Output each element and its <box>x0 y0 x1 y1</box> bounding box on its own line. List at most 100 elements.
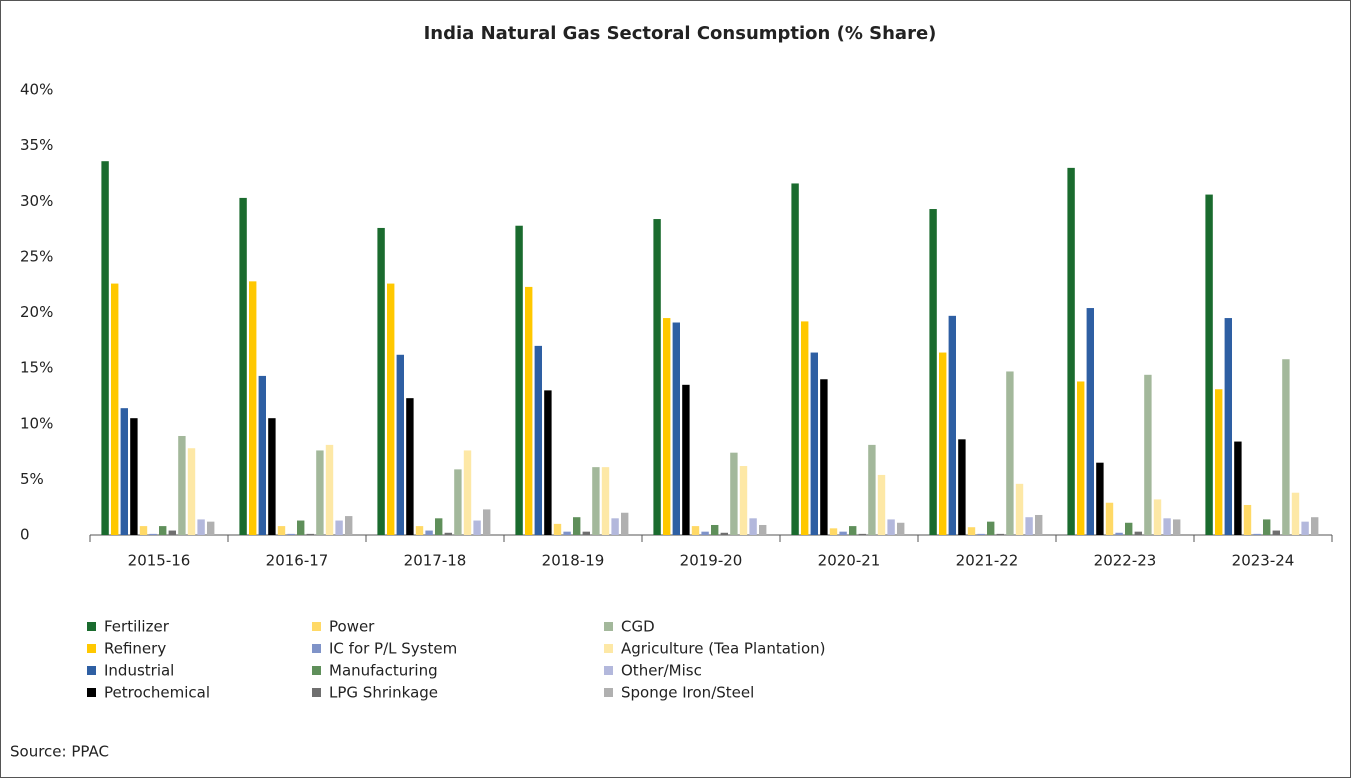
bar <box>1173 519 1181 535</box>
bar <box>573 517 581 535</box>
bar <box>749 518 757 535</box>
bar <box>1234 441 1242 535</box>
y-tick-label: 10% <box>20 414 53 432</box>
y-tick-label: 15% <box>20 359 53 377</box>
y-tick-label: 0 <box>20 526 30 544</box>
bar <box>544 390 552 535</box>
bar <box>178 435 186 535</box>
bar <box>325 444 334 535</box>
bar <box>1311 517 1319 535</box>
bar <box>1243 504 1252 535</box>
legend-swatch <box>604 644 613 653</box>
bar <box>977 533 985 535</box>
bar <box>306 533 314 535</box>
x-tick-label: 2022-23 <box>1094 552 1157 570</box>
bar <box>996 533 1004 535</box>
bar <box>1163 518 1171 535</box>
bar <box>653 219 661 536</box>
legend-label: Sponge Iron/Steel <box>621 684 754 702</box>
bar <box>396 354 404 535</box>
bar <box>1077 381 1085 535</box>
bar <box>682 384 690 535</box>
x-tick-label: 2019-20 <box>680 552 743 570</box>
bar <box>929 209 937 535</box>
bar <box>149 533 157 535</box>
y-tick-label: 35% <box>20 136 53 154</box>
x-tick-label: 2023-24 <box>1232 552 1295 570</box>
bar <box>287 533 295 535</box>
bar <box>316 450 324 535</box>
bar <box>967 527 976 535</box>
bar <box>1035 514 1043 535</box>
bar <box>948 315 956 535</box>
bar <box>268 418 276 535</box>
bar <box>958 439 966 535</box>
bar <box>168 530 176 535</box>
bar <box>1253 533 1261 535</box>
bar <box>801 321 809 535</box>
bar <box>1224 318 1232 535</box>
bar <box>415 526 424 535</box>
bar <box>711 524 719 535</box>
bar <box>1205 194 1213 535</box>
legend-swatch <box>87 644 96 653</box>
bar <box>582 531 590 535</box>
bar <box>130 418 138 535</box>
bar <box>1006 371 1014 535</box>
legend-label: Fertilizer <box>104 618 170 636</box>
bar <box>601 467 610 535</box>
bar <box>463 450 472 535</box>
bar <box>1263 519 1271 535</box>
bar <box>553 523 562 535</box>
bar <box>207 521 215 535</box>
bar <box>849 526 857 535</box>
bar <box>1086 308 1094 535</box>
legend-label: Agriculture (Tea Plantation) <box>621 640 826 658</box>
bar <box>444 532 452 535</box>
legend-label: Industrial <box>104 662 174 680</box>
bar <box>335 520 343 535</box>
bar <box>1301 521 1309 535</box>
bar <box>858 533 866 535</box>
bar <box>345 516 353 535</box>
bar <box>1291 492 1300 535</box>
bar <box>829 528 838 535</box>
bar <box>839 531 847 535</box>
y-tick-label: 40% <box>20 81 53 99</box>
bar <box>1282 359 1290 535</box>
legend-label: IC for P/L System <box>329 640 457 658</box>
bar <box>483 509 491 535</box>
bar <box>111 283 119 535</box>
bar <box>1125 522 1133 535</box>
bar <box>563 531 571 535</box>
bar <box>592 467 600 535</box>
legend-swatch <box>604 688 613 697</box>
bar <box>258 375 266 535</box>
legend-label: LPG Shrinkage <box>329 684 438 702</box>
y-tick-label: 20% <box>20 303 53 321</box>
legend-swatch <box>604 622 613 631</box>
legend-label: Manufacturing <box>329 662 438 680</box>
chart-title: India Natural Gas Sectoral Consumption (… <box>424 23 937 44</box>
legend-label: CGD <box>621 618 655 636</box>
bar <box>897 522 905 535</box>
bar <box>120 408 128 535</box>
bar <box>1134 531 1142 535</box>
bar <box>515 225 523 535</box>
bar <box>739 466 748 535</box>
bar <box>791 183 799 535</box>
legend-swatch <box>87 666 96 675</box>
bar <box>868 444 876 535</box>
legend-label: Refinery <box>104 640 166 658</box>
bar <box>877 474 886 535</box>
legend-swatch <box>87 688 96 697</box>
legend-swatch <box>312 644 321 653</box>
bar <box>387 283 395 535</box>
bar <box>1067 167 1075 535</box>
bar <box>820 379 828 535</box>
bar <box>297 520 305 535</box>
bar <box>759 524 767 535</box>
bar <box>987 521 995 535</box>
legend-swatch <box>87 622 96 631</box>
